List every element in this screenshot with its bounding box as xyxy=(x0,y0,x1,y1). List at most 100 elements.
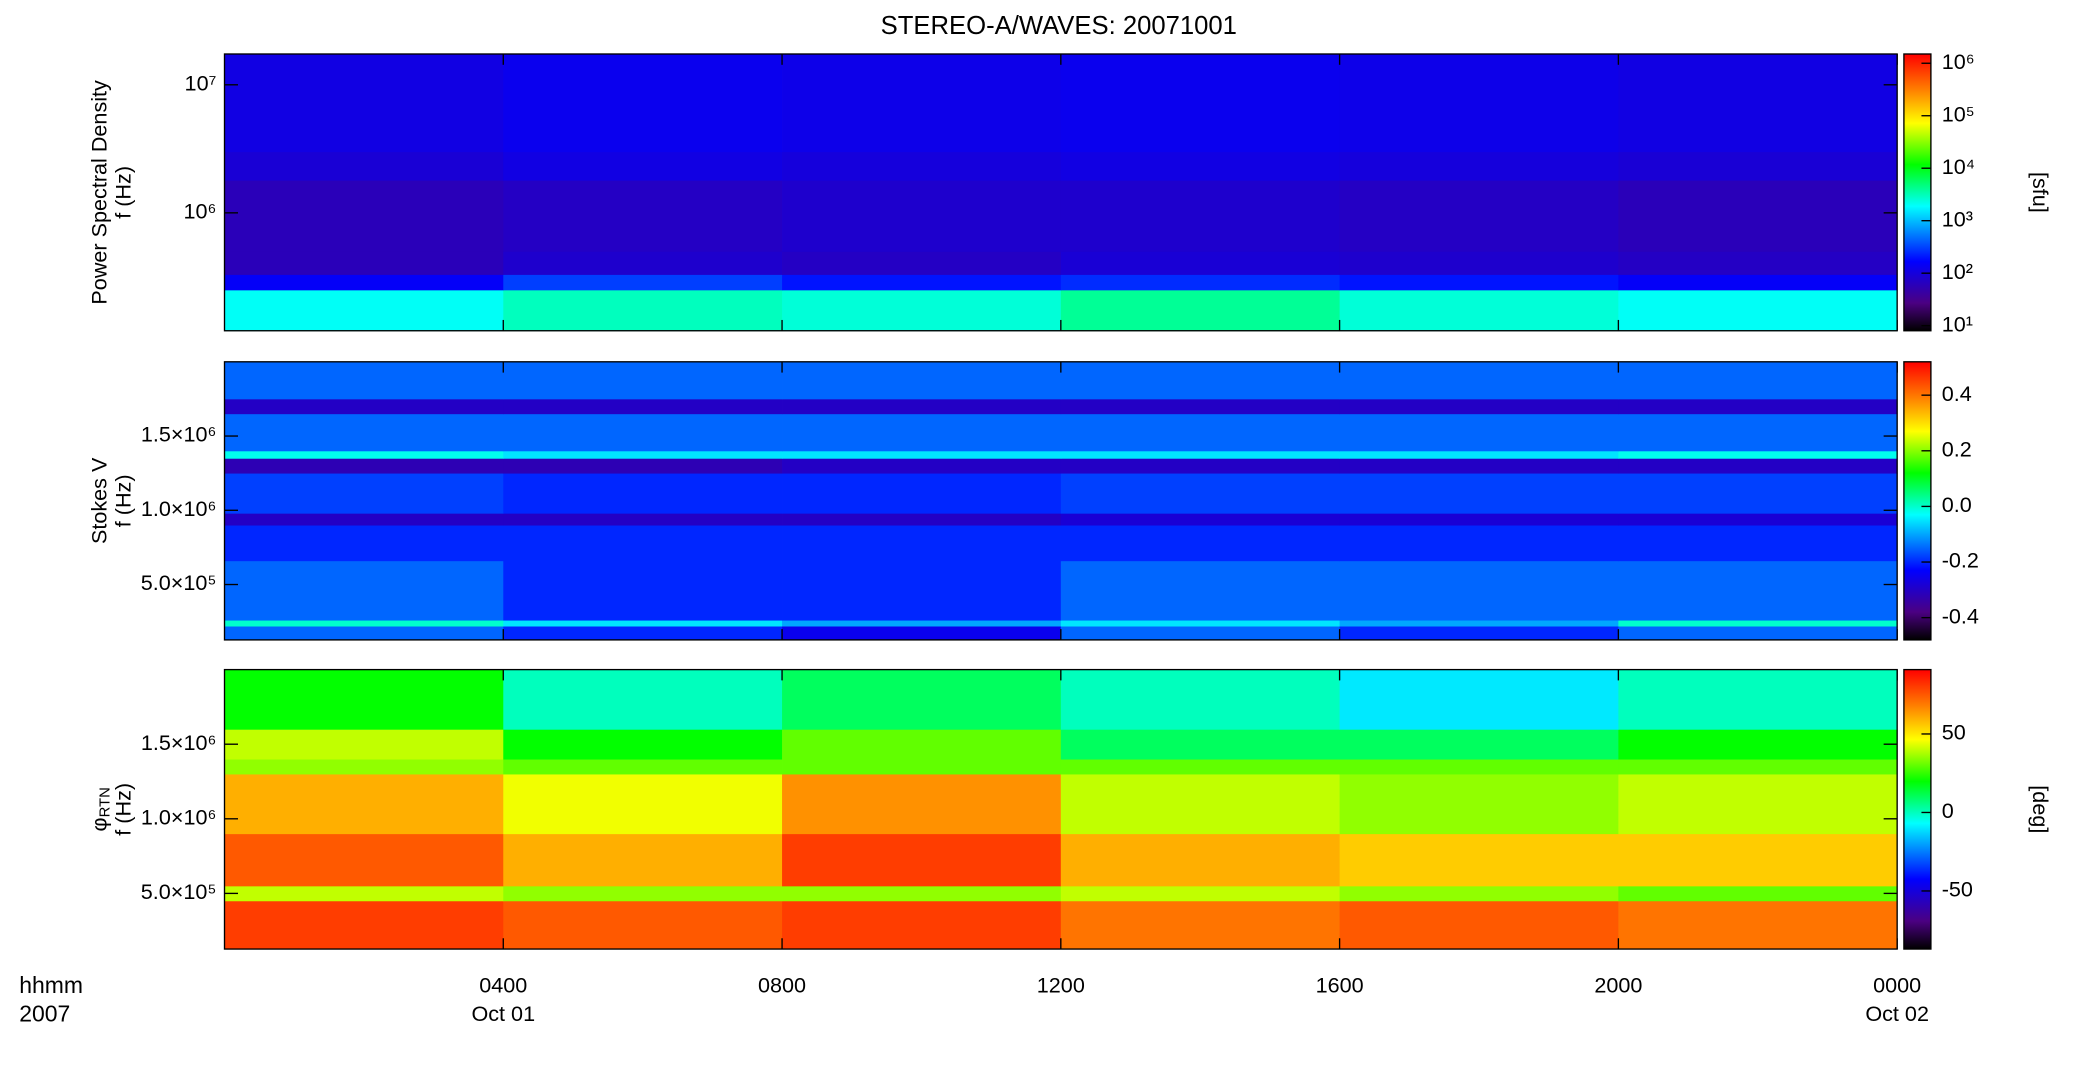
heatmap-cell xyxy=(1618,450,1898,459)
x-tick-label: 0000 xyxy=(1873,973,1921,998)
heatmap-cell xyxy=(503,361,783,400)
heatmap-cell xyxy=(782,398,1062,415)
heatmap-cell xyxy=(1060,361,1341,400)
y-axis-label-line: Power Spectral Density xyxy=(86,80,111,305)
heatmap-cell xyxy=(1339,669,1619,730)
heatmap-cell xyxy=(224,560,504,621)
heatmap-cell xyxy=(782,450,1062,459)
colorbar-tick-label: 0 xyxy=(1942,798,1954,823)
heatmap-cell xyxy=(1339,413,1619,452)
heatmap-cell xyxy=(1060,274,1341,291)
heatmap-cell xyxy=(503,833,783,887)
heatmap-cell xyxy=(1618,151,1898,181)
heatmap-cell xyxy=(224,361,504,400)
heatmap-cell xyxy=(1060,626,1341,641)
heatmap-cell xyxy=(1618,620,1898,627)
heatmap-cell xyxy=(503,180,783,252)
heatmap-cell xyxy=(1060,513,1341,526)
y-axis-label-line: φ xyxy=(86,817,111,831)
colorbar-tick-label: -0.2 xyxy=(1942,548,1979,573)
heatmap-cell xyxy=(1339,361,1619,400)
colorbar xyxy=(1903,53,1932,332)
heatmap-cell xyxy=(1339,151,1619,181)
heatmap-cell xyxy=(1339,450,1619,459)
heatmap-cell xyxy=(1618,759,1898,775)
heatmap-cell xyxy=(1618,413,1898,452)
heatmap-cell xyxy=(1060,398,1341,415)
heatmap-cell xyxy=(224,54,504,153)
heatmap-cell xyxy=(1060,251,1341,275)
heatmap-cell xyxy=(782,513,1062,526)
heatmap-cell xyxy=(1339,289,1619,332)
heatmap-cell xyxy=(224,251,504,275)
heatmap-cell xyxy=(1618,525,1898,562)
y-tick-label: 5.0×10⁵ xyxy=(141,879,217,904)
heatmap-cell xyxy=(503,729,783,760)
heatmap-cell xyxy=(1060,525,1341,562)
heatmap-cell xyxy=(1618,54,1898,153)
heatmap-cell xyxy=(782,900,1062,950)
x-tick-label: 2000 xyxy=(1594,973,1642,998)
title: STEREO-A/WAVES: 20071001 xyxy=(881,12,1237,40)
heatmap-cell xyxy=(224,729,504,760)
heatmap-cell xyxy=(1618,669,1898,730)
heatmap-cell xyxy=(1060,620,1341,627)
heatmap-cell xyxy=(1060,151,1341,181)
heatmap-cell xyxy=(503,450,783,459)
y-axis-label: f (Hz) xyxy=(110,474,135,527)
colorbar-label: [sfu] xyxy=(2028,172,2053,213)
heatmap-cell xyxy=(1339,885,1619,902)
heatmap-cell xyxy=(224,900,504,950)
heatmap-cell xyxy=(224,620,504,627)
heatmap-cell xyxy=(224,525,504,562)
heatmap-cell xyxy=(1618,289,1898,332)
colorbar-label: [deg] xyxy=(2028,785,2053,833)
colorbar xyxy=(1903,668,1932,950)
heatmap-cell xyxy=(1618,833,1898,887)
y-tick-label: 1.5×10⁶ xyxy=(141,730,217,755)
heatmap-cell xyxy=(782,626,1062,641)
heatmap-cell xyxy=(782,458,1062,474)
heatmap-cell xyxy=(224,885,504,902)
heatmap-cell xyxy=(224,774,504,835)
heatmap-cell xyxy=(224,833,504,887)
heatmap-cell xyxy=(782,774,1062,835)
heatmap-cell xyxy=(503,620,783,627)
heatmap-cell xyxy=(224,626,504,641)
y-axis-label-subscript: RTN xyxy=(98,787,114,817)
heatmap-cell xyxy=(224,398,504,415)
y-axis-label-line: Stokes V xyxy=(86,457,111,544)
heatmap-cell xyxy=(1060,900,1341,950)
colorbar-tick-label: 50 xyxy=(1942,720,1966,745)
heatmap-cell xyxy=(782,669,1062,730)
heatmap-cell xyxy=(1618,626,1898,641)
heatmap-cell xyxy=(1339,274,1619,291)
heatmap-cell xyxy=(503,413,783,452)
colorbar-tick-label: 10⁴ xyxy=(1942,154,1975,179)
heatmap-cell xyxy=(782,180,1062,252)
heatmap-cell xyxy=(503,900,783,950)
heatmap-cell xyxy=(1060,413,1341,452)
heatmap-cell xyxy=(1339,513,1619,526)
heatmap-cell xyxy=(1618,560,1898,621)
heatmap-cell xyxy=(503,513,783,526)
y-tick-label: 1.5×10⁶ xyxy=(141,422,217,447)
heatmap-cell xyxy=(1060,774,1341,835)
heatmap-cell xyxy=(782,885,1062,902)
heatmap-cell xyxy=(503,885,783,902)
y-axis-label: Power Spectral Density xyxy=(86,80,111,305)
heatmap-cell xyxy=(503,626,783,641)
heatmap-cell xyxy=(1618,398,1898,415)
heatmap-cell xyxy=(782,151,1062,181)
y-tick-label: 10⁷ xyxy=(185,71,217,96)
heatmap-cell xyxy=(224,759,504,775)
colorbar-tick-label: 10² xyxy=(1942,259,1973,284)
x-tick-label: 0400 xyxy=(479,973,527,998)
heatmap-cell xyxy=(1618,513,1898,526)
colorbar-tick-label: -0.4 xyxy=(1942,603,1979,628)
heatmap-cell xyxy=(1618,274,1898,291)
heatmap-cell xyxy=(782,413,1062,452)
heatmap-cell xyxy=(224,458,504,474)
heatmap-cell xyxy=(503,151,783,181)
heatmap-cell xyxy=(224,450,504,459)
